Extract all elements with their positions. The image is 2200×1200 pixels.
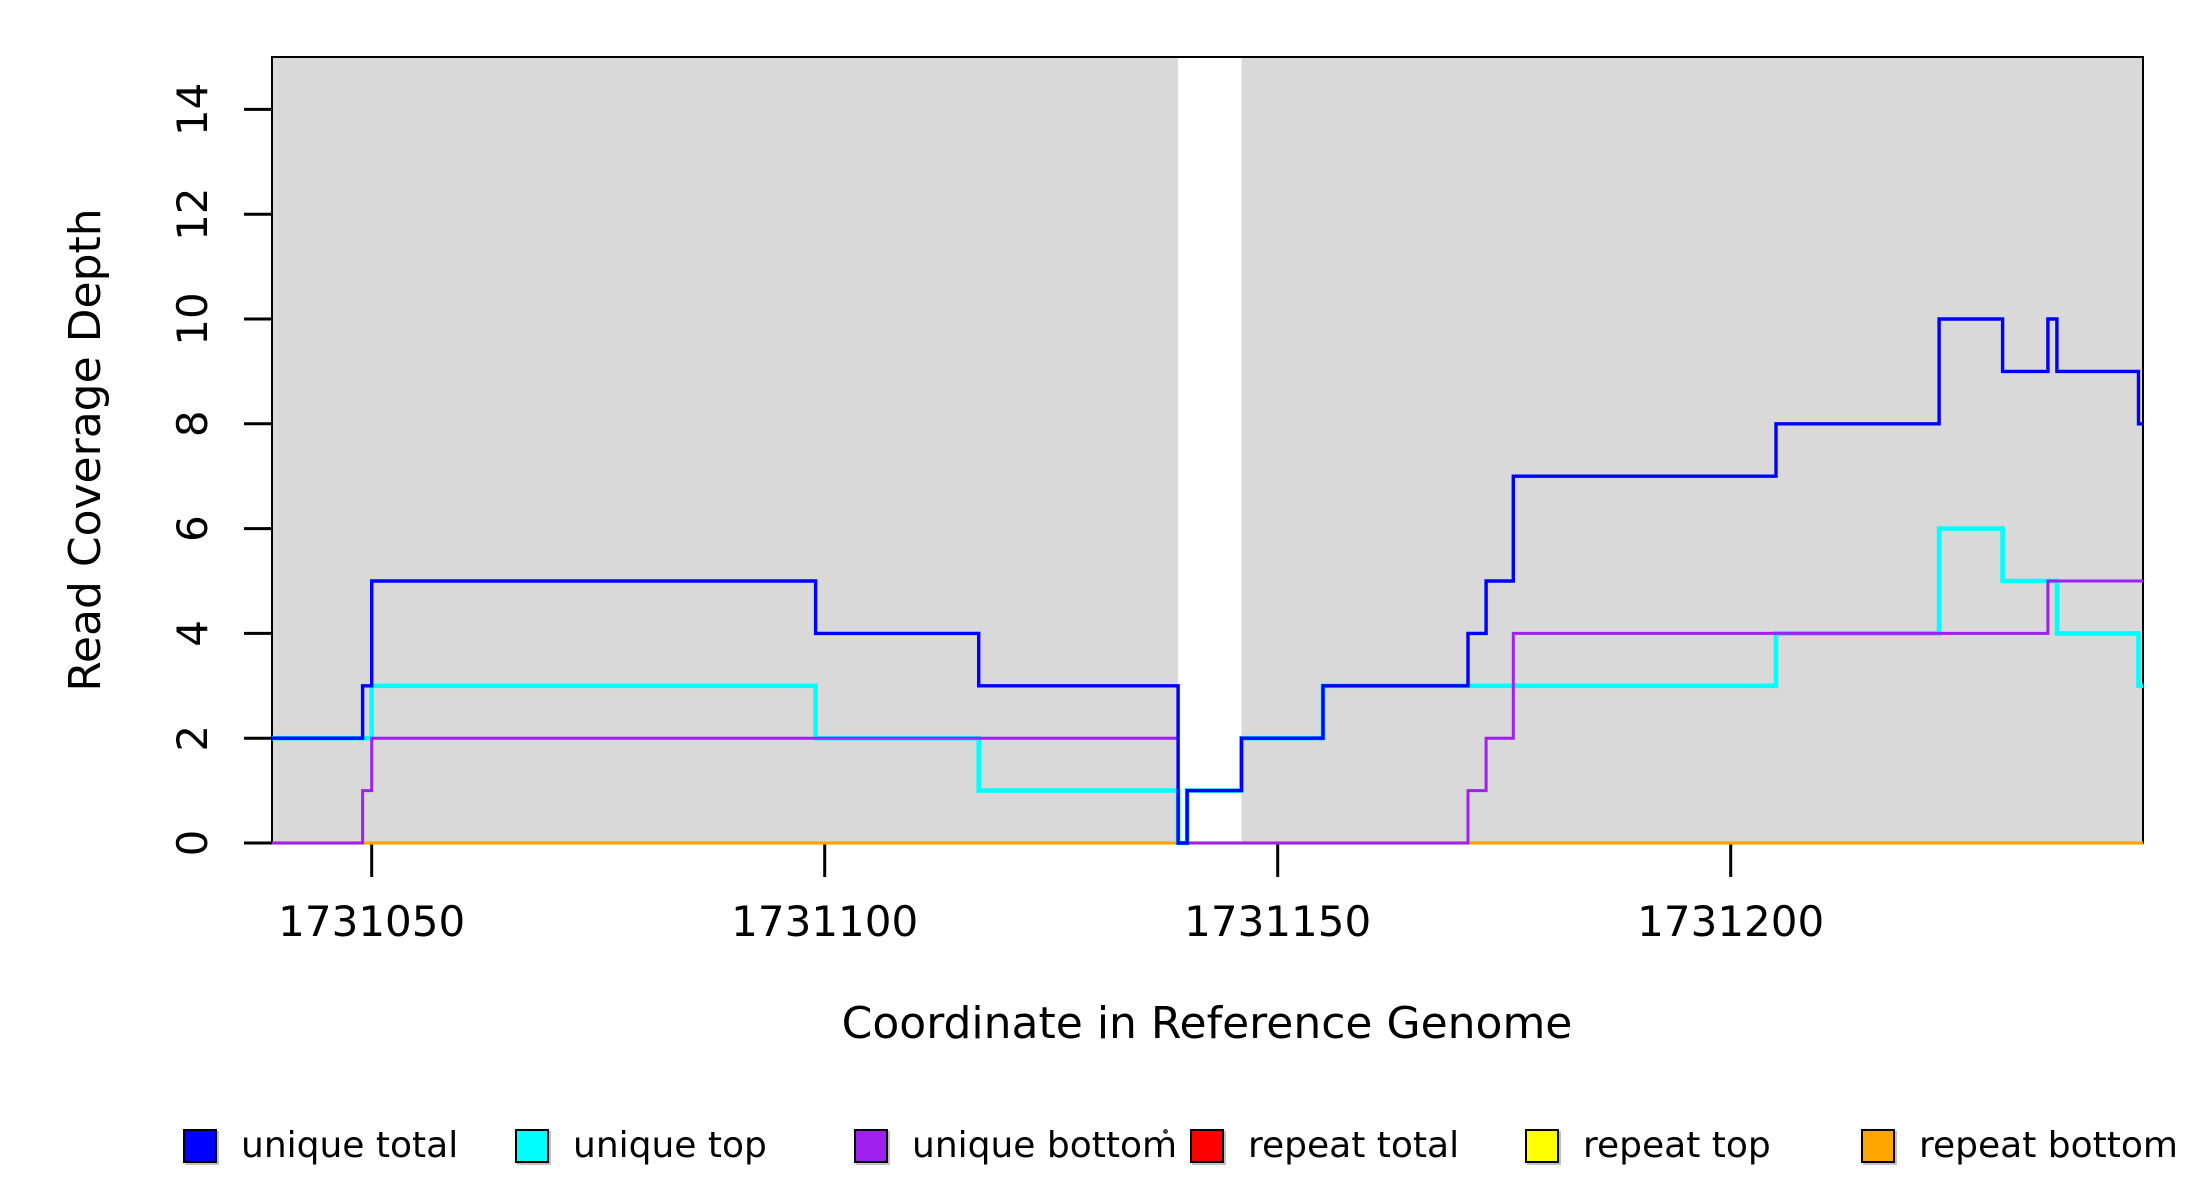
y-axis-tick-label: 12 <box>168 187 217 240</box>
y-axis-tick-label: 2 <box>168 725 217 752</box>
series-line-unique-total <box>272 317 2143 845</box>
shaded-region <box>1241 57 2143 843</box>
x-axis-tick-label: 1731200 <box>1637 897 1824 946</box>
legend-item-repeat-top: repeat top <box>1525 1128 1771 1164</box>
legend-swatch-unique-top <box>515 1129 549 1163</box>
legend-swatch-unique-bottom <box>854 1129 888 1163</box>
legend-label: repeat bottom <box>1919 1125 2178 1166</box>
legend-item-repeat-total: repeat total <box>1190 1128 1459 1164</box>
x-axis-tick-label: 1731050 <box>278 897 465 946</box>
shaded-region <box>272 57 1179 843</box>
legend-item-repeat-bottom: repeat bottom <box>1861 1128 2178 1164</box>
y-axis-title: Read Coverage Depth <box>60 208 111 691</box>
series-line-unique-bottom <box>272 579 2143 845</box>
legend-label: unique top <box>573 1125 767 1166</box>
legend-item-unique-top: unique top <box>515 1128 767 1164</box>
x-axis: 1731050 1731100 1731150 1731200 <box>278 844 1824 946</box>
y-axis: 0 2 4 6 8 10 12 14 <box>168 83 272 857</box>
x-axis-tick-label: 1731100 <box>731 897 918 946</box>
legend-swatch-unique-total <box>183 1129 217 1163</box>
legend: unique total unique top unique bottom repea… <box>0 1128 2200 1176</box>
shaded-regions <box>272 57 2143 843</box>
x-axis-tick-label: 1731150 <box>1184 897 1371 946</box>
x-axis-title: Coordinate in Reference Genome <box>842 998 1573 1049</box>
y-axis-tick-label: 14 <box>168 83 217 136</box>
legend-item-unique-bottom: unique bottom <box>854 1128 1177 1164</box>
legend-swatch-repeat-top <box>1525 1129 1559 1163</box>
legend-label: repeat total <box>1248 1125 1460 1166</box>
legend-label: repeat top <box>1583 1125 1771 1166</box>
y-axis-tick-label: 0 <box>168 830 217 857</box>
legend-swatch-repeat-total <box>1190 1129 1224 1163</box>
legend-label: unique bottom <box>912 1125 1178 1166</box>
y-axis-tick-label: 4 <box>168 620 217 647</box>
legend-item-unique-total: unique total <box>183 1128 458 1164</box>
legend-swatch-repeat-bottom <box>1861 1129 1895 1163</box>
stray-dot <box>1163 1129 1168 1134</box>
y-axis-tick-label: 6 <box>168 515 217 542</box>
legend-label: unique total <box>241 1125 459 1166</box>
y-axis-tick-label: 10 <box>168 292 217 345</box>
y-axis-tick-label: 8 <box>168 410 217 437</box>
